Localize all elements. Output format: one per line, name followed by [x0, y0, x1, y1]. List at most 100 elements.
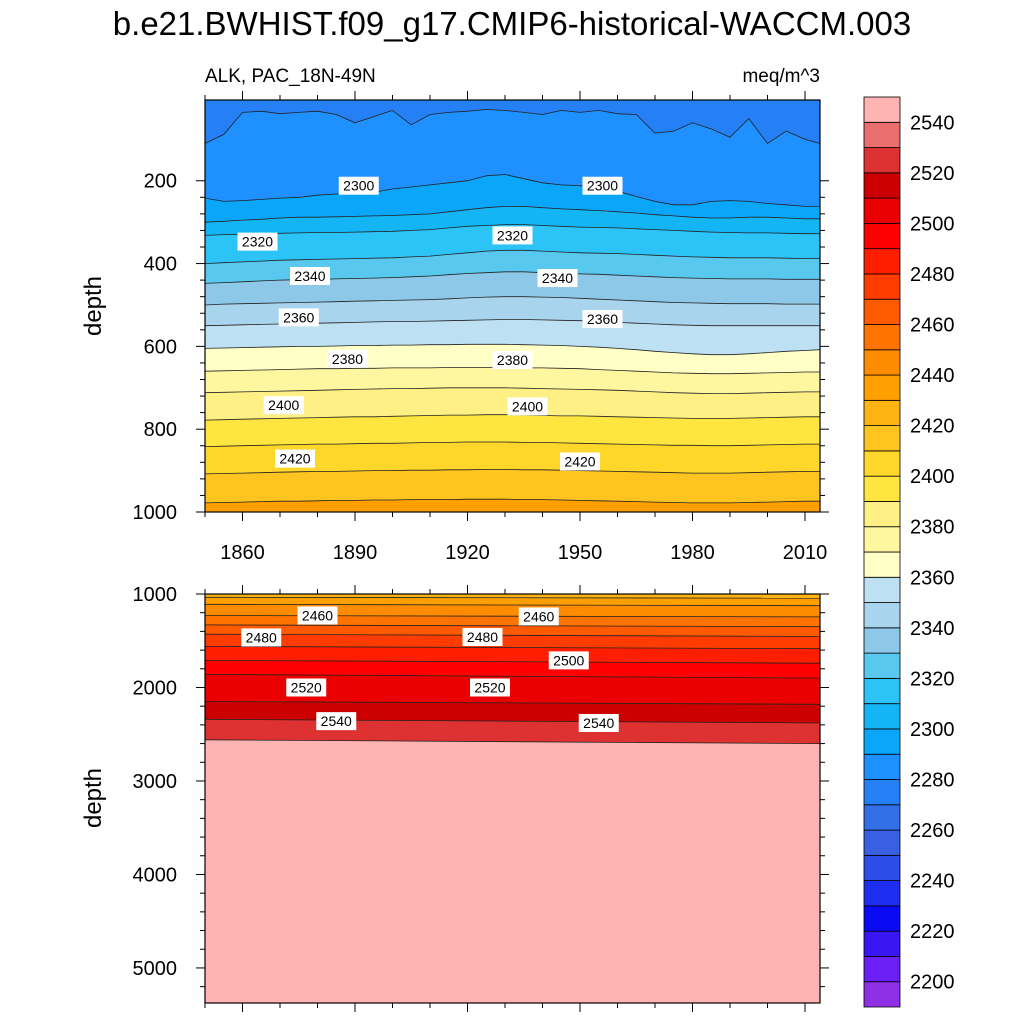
contour-label-text: 2520	[291, 679, 322, 695]
lower-frame	[204, 593, 821, 1004]
colorbar-box-2520	[863, 172, 901, 199]
upper-plot-area: 2300 2300 2320 2320 2340 2340 2360 2360 2380 2380…	[205, 100, 820, 512]
contour-label-text: 2420	[279, 451, 310, 467]
colorbar-box-2240	[863, 880, 901, 907]
contour-label-text: 2340	[294, 268, 325, 284]
colorbar-tick-label: 2500	[910, 213, 955, 235]
upper-contour-2320	[205, 224, 820, 236]
colorbar-box-2550	[863, 96, 901, 123]
upper-xtick-label: 1950	[558, 542, 603, 564]
upper-contour-2290	[205, 109, 820, 145]
upper-ytick-label: 1000	[133, 502, 178, 524]
upper-ytick-label: 200	[144, 171, 177, 193]
upper-panel: 2300 2300 2320 2320 2340 2340 2360 2360 2380 2380…	[80, 91, 829, 564]
colorbar-box-2400	[863, 475, 901, 502]
lower-contour-2470	[205, 624, 820, 628]
upper-contour-label: 2340	[290, 266, 330, 285]
upper-contour-label: 2340	[537, 269, 578, 288]
contour-label-text: 2540	[321, 713, 352, 729]
colorbar-box-2310	[863, 703, 901, 730]
colorbar-box-2230	[863, 905, 901, 932]
lower-contour-2530	[205, 718, 820, 724]
colorbar-box-2340	[863, 627, 901, 654]
lower-contour-label: 2500	[548, 651, 589, 670]
colorbar-tick-label: 2440	[910, 365, 955, 387]
upper-xtick-label: 2010	[783, 542, 828, 564]
contour-label-box	[518, 607, 559, 626]
contour-label-box	[275, 449, 315, 468]
colorbar-box-2370	[863, 551, 901, 578]
contour-label-box	[578, 714, 619, 733]
upper-ylabel: depth	[80, 276, 107, 336]
contour-label-text: 2480	[246, 629, 277, 645]
contour-label-box	[290, 266, 330, 285]
colorbar-box-2210	[863, 956, 901, 983]
contour-label-box	[507, 397, 548, 416]
colorbar-box-2200	[863, 981, 901, 1008]
upper-frame	[204, 99, 821, 513]
colorbar-tick-label: 2540	[910, 112, 955, 134]
lower-contour-label: 2480	[241, 628, 282, 647]
colorbar-box-2470	[863, 298, 901, 325]
upper-contour-2300	[205, 174, 820, 207]
contour-label-box	[237, 232, 278, 251]
colorbar: 2200 2220 2240 2260 2280 2300 2320 2340 2360 2380…	[863, 96, 955, 1008]
upper-ytick-label: 800	[144, 419, 177, 441]
upper-contour-label: 2360	[582, 310, 623, 329]
upper-contour-2350	[205, 296, 820, 306]
upper-contour-label: 2400	[263, 396, 304, 415]
contour-label-box	[470, 678, 510, 697]
subtitle-right: meq/m^3	[742, 66, 820, 87]
upper-contour-label: 2320	[237, 232, 278, 251]
colorbar-box-2260	[863, 829, 901, 856]
colorbar-tick-label: 2300	[910, 719, 955, 741]
upper-contour-2310	[205, 206, 820, 223]
contour-label-text: 2360	[587, 311, 618, 327]
colorbar-box-2220	[863, 930, 901, 957]
colorbar-box-2490	[863, 248, 901, 275]
colorbar-tick-label: 2480	[910, 264, 955, 286]
contour-label-box	[548, 651, 589, 670]
colorbar-box-2270	[863, 804, 901, 831]
upper-contour-label: 2420	[560, 452, 600, 471]
contour-label-text: 2300	[343, 178, 374, 194]
lower-contour-2450	[205, 603, 820, 607]
contour-label-box	[492, 351, 533, 370]
figure-title: b.e21.BWHIST.f09_g17.CMIP6-historical-WA…	[113, 5, 911, 42]
lower-ytick-label: 5000	[133, 958, 178, 980]
colorbar-box-2480	[863, 273, 901, 300]
colorbar-box-2250	[863, 854, 901, 882]
colorbar-box-2280	[863, 779, 901, 806]
lower-contour-2540	[205, 739, 820, 744]
upper-contour-2370	[205, 343, 820, 356]
colorbar-box-2530	[863, 147, 901, 174]
contour-label-text: 2400	[268, 397, 299, 413]
lower-contour-2510	[205, 674, 820, 679]
lower-ytick-label: 4000	[133, 864, 178, 886]
colorbar-tick-label: 2240	[910, 871, 955, 893]
colorbar-box-2440	[863, 374, 901, 401]
contour-label-box	[560, 452, 600, 471]
lower-contour-label: 2460	[297, 606, 338, 625]
upper-contour-label: 2300	[338, 176, 379, 195]
upper-ytick-label: 400	[144, 254, 177, 276]
contour-label-box	[241, 628, 282, 647]
lower-contour-label: 2540	[316, 712, 357, 731]
upper-band-2280	[205, 100, 820, 144]
lower-contour-2440	[205, 596, 820, 599]
lower-contour-label: 2480	[462, 628, 503, 647]
lower-contour-2490	[205, 646, 820, 650]
upper-ytick-label: 600	[144, 336, 177, 358]
upper-contour-2390	[205, 387, 820, 394]
colorbar-tick-label: 2340	[910, 618, 955, 640]
contour-label-box	[338, 176, 379, 195]
colorbar-box-2290	[863, 753, 901, 780]
upper-xtick-label: 1980	[670, 542, 715, 564]
contour-label-text: 2400	[512, 398, 543, 414]
colorbar-box-2460	[863, 324, 901, 351]
contour-label-text: 2480	[467, 629, 498, 645]
colorbar-box-2330	[863, 652, 901, 679]
contour-label-text: 2460	[523, 608, 554, 624]
lower-plot-area: 2460 2460 2480 2480 2500 2520 2520 2540 2540	[205, 594, 820, 1003]
contour-label-text: 2540	[583, 715, 614, 731]
